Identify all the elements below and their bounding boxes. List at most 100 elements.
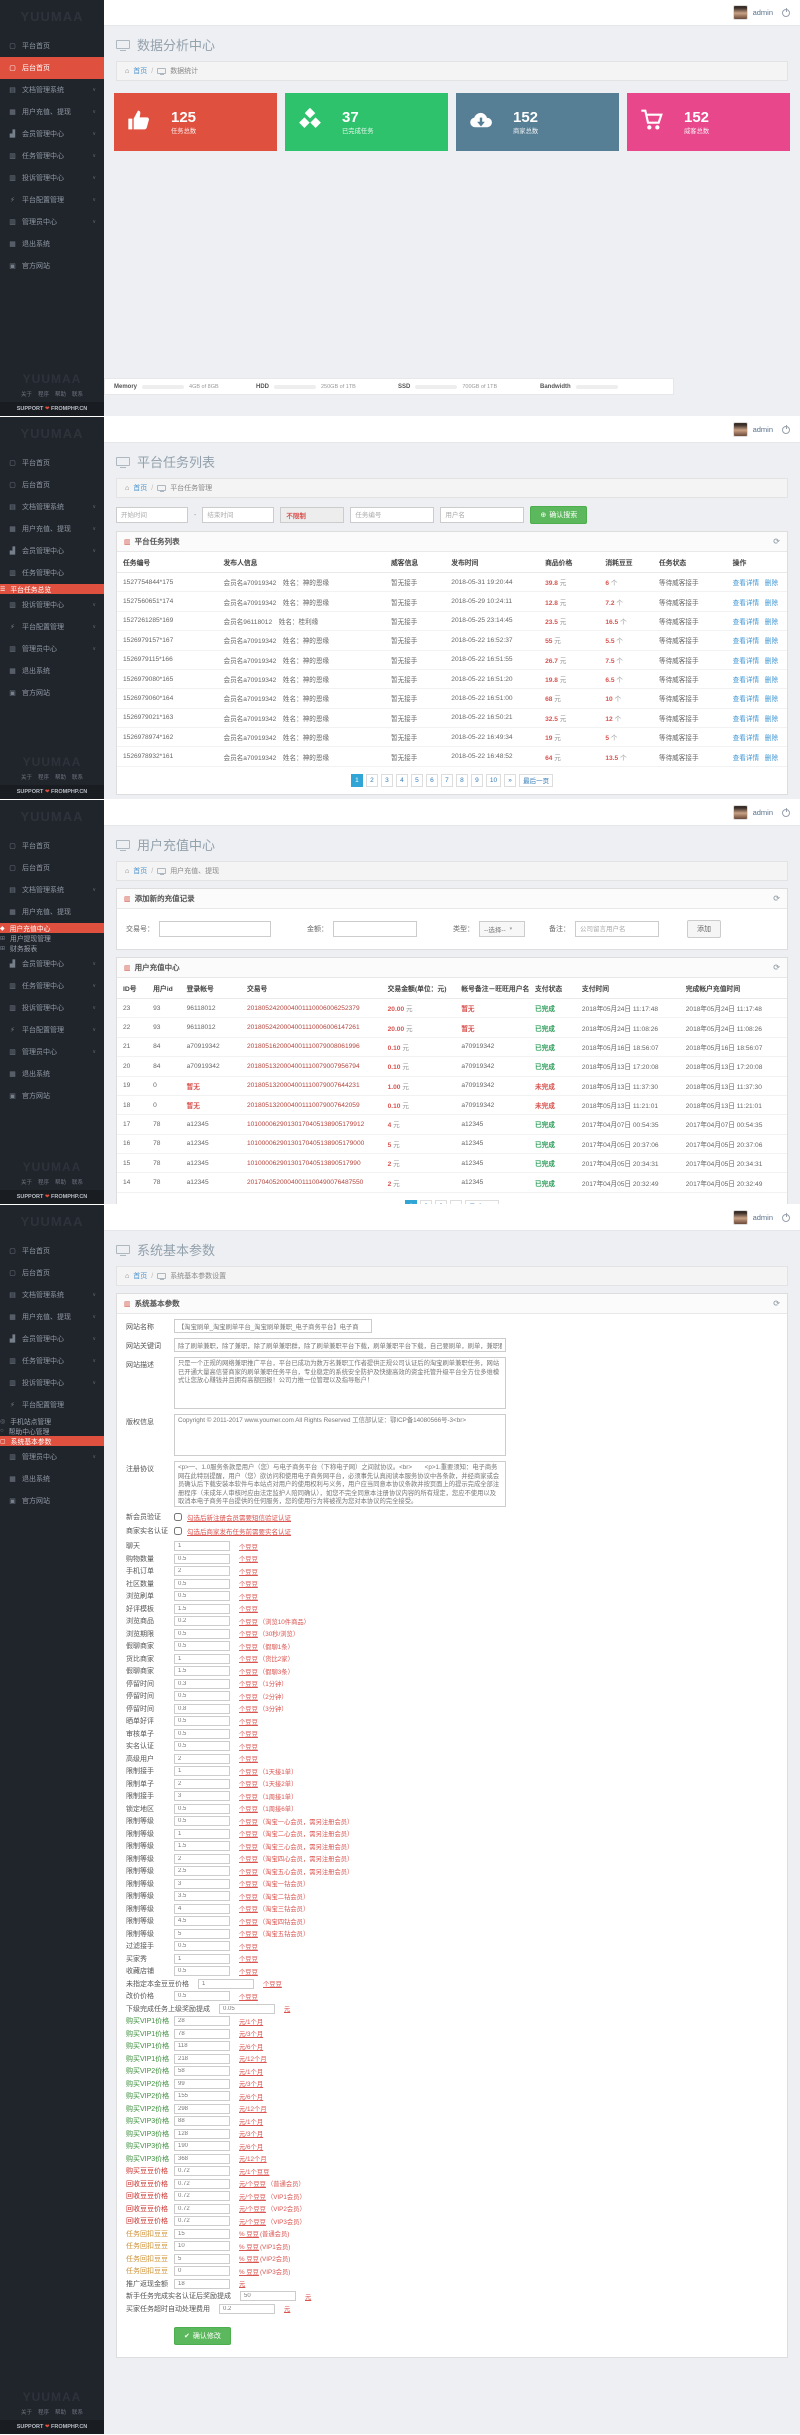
sidebar-item[interactable]: ▥ 任务管理中心 ∨ (0, 1350, 104, 1372)
param-input[interactable] (174, 2078, 230, 2089)
param-input[interactable] (174, 2153, 230, 2164)
tx-no-link[interactable]: 10100006290130170405138905179000 (246, 1140, 365, 1148)
tx-no-link[interactable]: 2018052420004001110006006147261 (246, 1024, 360, 1032)
sidebar-footer-link[interactable]: 程序 (37, 775, 49, 781)
param-input[interactable] (174, 1928, 230, 1939)
param-input[interactable] (174, 1916, 230, 1927)
param-input[interactable] (174, 1841, 230, 1852)
avatar[interactable] (732, 5, 748, 20)
page-link[interactable]: 7 (440, 773, 453, 787)
sidebar-item[interactable]: ▦ 用户充值、提现 ∨ (0, 101, 104, 123)
param-input[interactable] (174, 1541, 230, 1552)
param-input[interactable] (174, 2216, 230, 2227)
sidebar-item[interactable]: ▢ 后台首页 (0, 1262, 104, 1284)
param-input[interactable] (174, 2028, 230, 2039)
param-input[interactable] (198, 1978, 254, 1989)
sidebar-item[interactable]: ▦ 用户充值、提现 (0, 901, 104, 923)
submenu-item[interactable]: ◆ 用户充值中心 (0, 923, 104, 933)
breadcrumb-home[interactable]: 首页 (133, 68, 148, 75)
user-menu[interactable]: admin (752, 425, 773, 434)
sidebar-footer-link[interactable]: 帮助 (55, 1180, 67, 1186)
delete-link[interactable]: 删除 (764, 638, 779, 646)
sidebar-item[interactable]: ▥ 管理员中心 ∨ (0, 638, 104, 660)
param-input[interactable] (174, 2091, 230, 2102)
param-input[interactable] (174, 1941, 230, 1952)
sidebar-footer-link[interactable]: 联系 (72, 775, 84, 781)
param-input[interactable] (174, 1553, 230, 1564)
sidebar-item[interactable]: ⚡ 平台配置管理 ∨ (0, 616, 104, 638)
submit-button[interactable]: ✔ 确认修改 (174, 2327, 231, 2345)
refresh-icon[interactable]: ⟳ (773, 894, 780, 903)
delete-link[interactable]: 删除 (764, 677, 779, 685)
param-input[interactable] (174, 1778, 230, 1789)
page-link[interactable]: 5 (410, 773, 423, 787)
delete-link[interactable]: 删除 (764, 735, 779, 743)
power-icon[interactable] (782, 424, 790, 434)
param-input[interactable] (240, 2291, 296, 2302)
param-input[interactable] (174, 2253, 230, 2264)
agreement-textarea[interactable]: <p>一、1.0服务条款是用户（您）与电子商务平台（下称电子网）之间就协议。<b… (174, 1461, 506, 1507)
tx-no-link[interactable]: 2018051320004001110079007642059 (246, 1101, 360, 1109)
tx-no-link[interactable]: 10100006290130170405138905179912 (246, 1120, 365, 1128)
tx-no-link[interactable]: 2018051320004001110079007956794 (246, 1062, 360, 1070)
delete-link[interactable]: 删除 (764, 580, 779, 588)
sidebar-item[interactable]: ▦ 退出系统 (0, 1468, 104, 1490)
submenu-item[interactable]: ▢ 系统基本参数 (0, 1436, 104, 1446)
power-icon[interactable] (782, 807, 790, 817)
sidebar-footer-link[interactable]: 关于 (20, 1180, 32, 1186)
param-input[interactable] (174, 2278, 230, 2289)
sidebar-footer-link[interactable]: 关于 (20, 2410, 32, 2416)
sidebar-footer-link[interactable]: 关于 (20, 775, 32, 781)
page-link[interactable]: 3 (380, 773, 393, 787)
page-link[interactable]: 3 (435, 1199, 447, 1204)
tx-no-link[interactable]: 20170405200040011100490076487550 (246, 1179, 364, 1187)
param-input[interactable] (174, 2178, 230, 2189)
page-link[interactable]: 1 (405, 1199, 417, 1204)
view-detail-link[interactable]: 查看详情 (732, 599, 760, 607)
sidebar-item[interactable]: ▦ 退出系统 (0, 233, 104, 255)
site-name-input[interactable] (174, 1319, 372, 1333)
page-link[interactable]: 1 (350, 773, 363, 787)
add-button[interactable]: 添加 (687, 920, 721, 938)
sidebar-item[interactable]: ▦ 退出系统 (0, 660, 104, 682)
sidebar-item[interactable]: ▢ 平台首页 (0, 835, 104, 857)
param-input[interactable] (174, 1853, 230, 1864)
page-link[interactable]: » (504, 773, 517, 787)
sidebar-footer-link[interactable]: 程序 (37, 1180, 49, 1186)
view-detail-link[interactable]: 查看详情 (732, 696, 760, 704)
submenu-item[interactable]: ☰ 平台任务总览 (0, 584, 104, 594)
param-input[interactable] (174, 2128, 230, 2139)
delete-link[interactable]: 删除 (764, 599, 779, 607)
param-input[interactable] (174, 1753, 230, 1764)
copyright-textarea[interactable]: Copyright © 2011-2017 www.youmer.com All… (174, 1414, 506, 1456)
sidebar-item[interactable]: ▢ 后台首页 (0, 474, 104, 496)
page-link[interactable]: 最后一页 (465, 1199, 499, 1204)
param-input[interactable] (174, 1578, 230, 1589)
breadcrumb-home[interactable]: 首页 (133, 868, 148, 875)
sidebar-item[interactable]: ▥ 任务管理中心 ∨ (0, 975, 104, 997)
sidebar-footer-link[interactable]: 联系 (72, 1180, 84, 1186)
tx-no-input[interactable] (159, 921, 271, 937)
param-input[interactable] (174, 1741, 230, 1752)
delete-link[interactable]: 删除 (764, 715, 779, 723)
refresh-icon[interactable]: ⟳ (773, 1299, 780, 1308)
refresh-icon[interactable]: ⟳ (773, 963, 780, 972)
user-menu[interactable]: admin (752, 1213, 773, 1222)
param-input[interactable] (174, 2016, 230, 2027)
param-input[interactable] (174, 1653, 230, 1664)
param-input[interactable] (174, 1791, 230, 1802)
sidebar-item[interactable]: ▤ 文档管理系统 ∨ (0, 879, 104, 901)
param-input[interactable] (174, 2203, 230, 2214)
param-input[interactable] (219, 2303, 275, 2314)
page-link[interactable]: 6 (425, 773, 438, 787)
sidebar-footer-link[interactable]: 联系 (72, 2410, 84, 2416)
param-input[interactable] (219, 2003, 275, 2014)
breadcrumb-home[interactable]: 首页 (133, 1273, 148, 1280)
end-time-input[interactable] (202, 507, 275, 523)
param-input[interactable] (174, 1903, 230, 1914)
param-input[interactable] (174, 2066, 230, 2077)
sidebar-item[interactable]: ▟ 会员管理中心 ∨ (0, 540, 104, 562)
tx-no-link[interactable]: 2018051620004001110079008061996 (246, 1043, 360, 1051)
sidebar-item[interactable]: ▦ 退出系统 (0, 1063, 104, 1085)
user-menu[interactable]: admin (752, 808, 773, 817)
